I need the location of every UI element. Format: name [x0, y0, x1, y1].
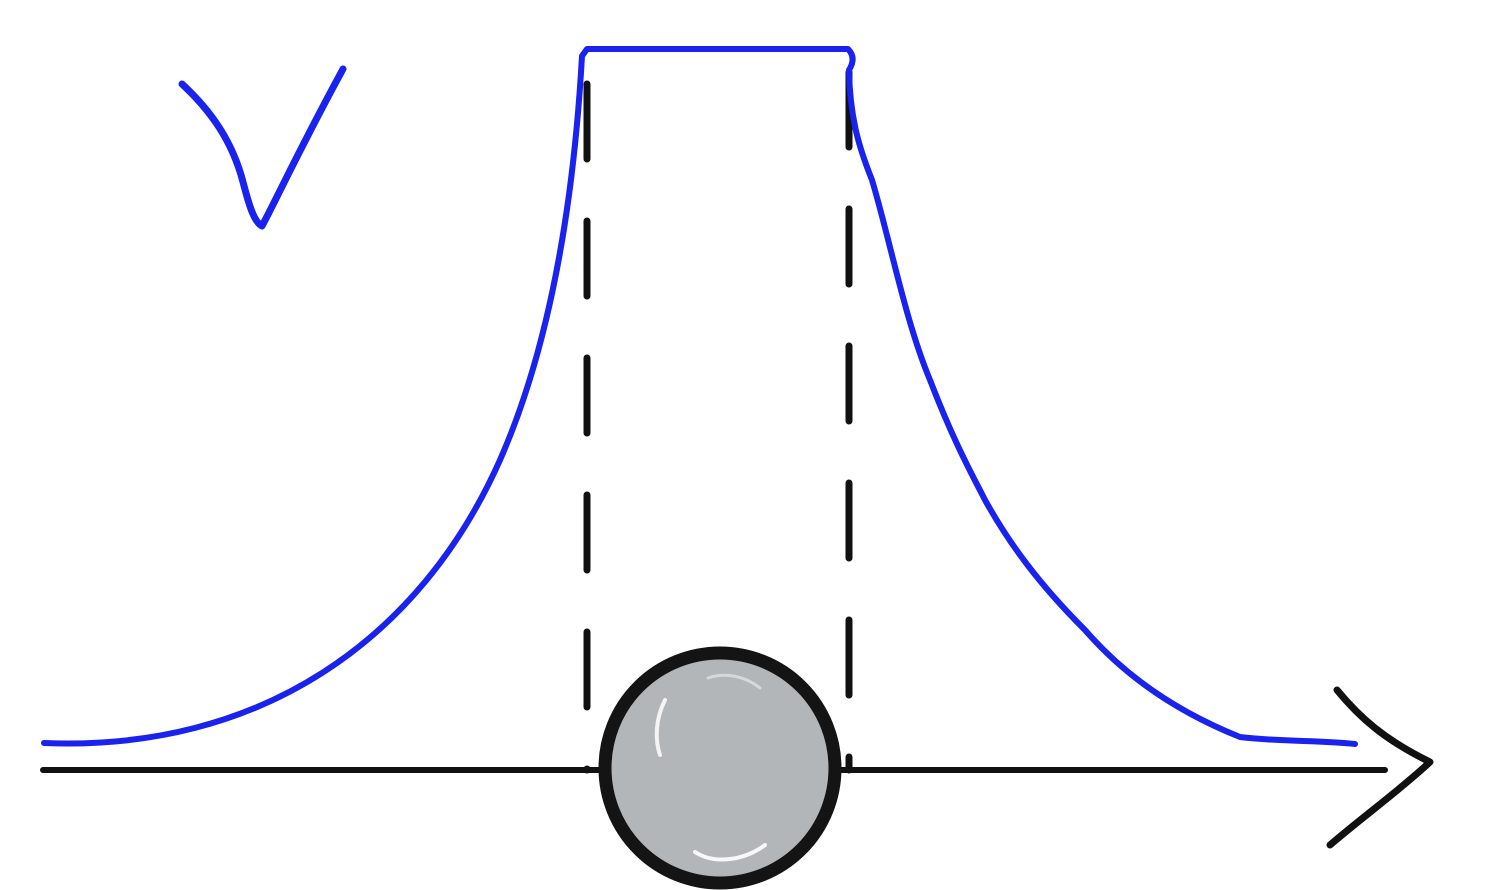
- axis-label-v-stroke: [178, 65, 347, 230]
- arrowhead-icon: [1326, 686, 1434, 849]
- potential-curve: [41, 46, 1358, 747]
- sphere-icon: [598, 646, 842, 890]
